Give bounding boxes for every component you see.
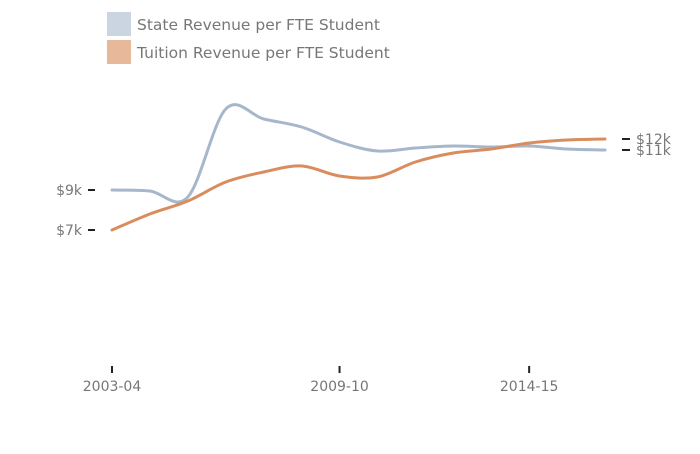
series-line-tuition-revenue — [110, 137, 607, 232]
x-tick-label: 2003-04 — [83, 379, 142, 395]
legend-swatch-state-revenue — [107, 12, 131, 36]
y-axis-ticks: $9k $7k $12k$11k — [56, 132, 672, 239]
legend-item-state-revenue: State Revenue per FTE Student — [107, 12, 380, 36]
legend: State Revenue per FTE Student Tuition Rev… — [107, 12, 390, 64]
series-lines — [110, 103, 607, 232]
y-tick-label-right: $12k — [636, 132, 672, 148]
x-axis-ticks: 2003-04 2009-10 2014-15 — [83, 366, 559, 395]
x-tick-label: 2009-10 — [310, 379, 369, 395]
y-tick-label-right: $11k — [636, 143, 672, 159]
legend-label-tuition-revenue: Tuition Revenue per FTE Student — [136, 44, 390, 62]
legend-label-state-revenue: State Revenue per FTE Student — [137, 16, 380, 34]
y-tick-label-left: $9k — [56, 183, 83, 199]
legend-item-tuition-revenue: Tuition Revenue per FTE Student — [107, 40, 390, 64]
x-tick-label: 2014-15 — [500, 379, 559, 395]
y-tick-label-left: $7k — [56, 223, 83, 239]
legend-swatch-tuition-revenue — [107, 40, 131, 64]
series-line-state-revenue — [110, 103, 607, 204]
